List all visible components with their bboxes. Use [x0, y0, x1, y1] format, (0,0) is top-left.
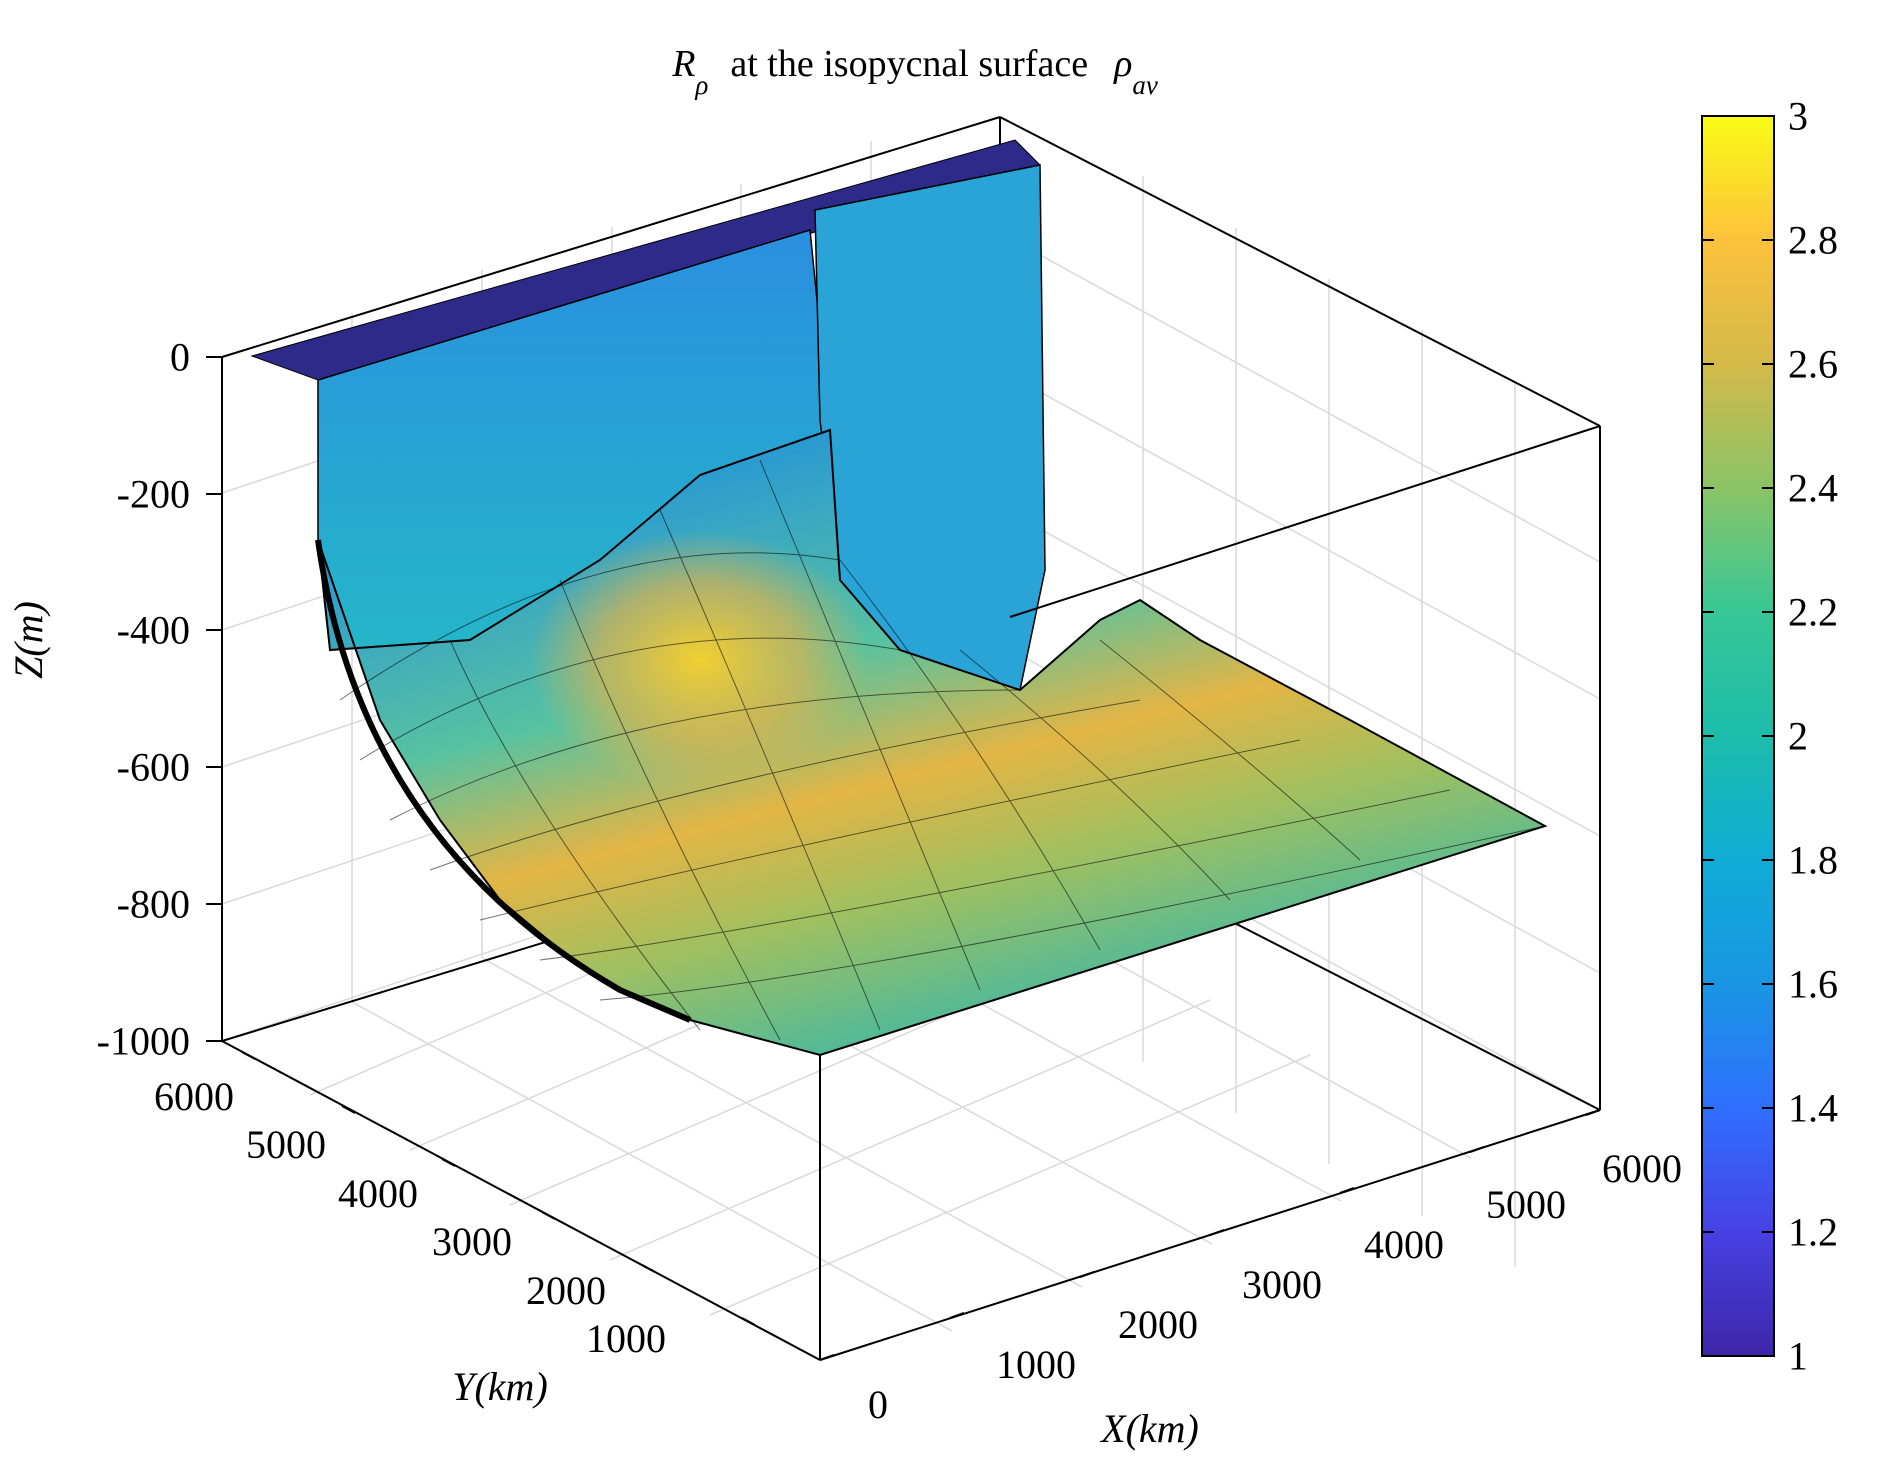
x-tick-label: 3000: [1242, 1262, 1322, 1307]
colorbar-tick-label: 1.4: [1788, 1086, 1838, 1131]
y-tick-label: 4000: [338, 1171, 418, 1216]
colorbar-tick-label: 1.2: [1788, 1210, 1838, 1255]
colorbar-tick-label: 2.2: [1788, 590, 1838, 635]
colorbar-tick-label: 2: [1788, 714, 1808, 759]
y-tick-label: 2000: [526, 1268, 606, 1313]
colorbar-tick-label: 1.6: [1788, 962, 1838, 1007]
y-tick-label: 1000: [586, 1316, 666, 1361]
x-tick-label: 4000: [1364, 1222, 1444, 1267]
colorbar-tick-label: 3: [1788, 94, 1808, 139]
y-axis: 1000 2000 3000 4000 5000 6000 Y(km): [154, 1051, 756, 1409]
chart-title: Rρ at the isopycnal surface ρav: [671, 43, 1158, 100]
x-axis-label: X(km): [1099, 1406, 1199, 1451]
z-tick-label: -800: [117, 882, 190, 927]
z-tick-label: -400: [117, 608, 190, 653]
x-axis: 0 1000 2000 3000 4000 5000 6000 X(km): [819, 1109, 1682, 1451]
z-axis: 0 -200 -400 -600 -800 -1000 Z(m): [6, 335, 222, 1064]
z-tick-label: -1000: [97, 1019, 190, 1064]
colorbar-tick-label: 1: [1788, 1334, 1808, 1379]
colorbar-tick-label: 2.6: [1788, 342, 1838, 387]
colorbar-tick-label: 2.8: [1788, 218, 1838, 263]
colorbar: 1 1.2 1.4 1.6 1.8 2 2.2 2.4 2.6 2.8 3: [1701, 94, 1838, 1379]
colorbar-tick-label: 2.4: [1788, 466, 1838, 511]
y-tick-label: 3000: [432, 1219, 512, 1264]
x-tick-label: 2000: [1118, 1302, 1198, 1347]
x-tick-label: 5000: [1486, 1182, 1566, 1227]
z-tick-label: -200: [117, 472, 190, 517]
colorbar-tick-label: 1.8: [1788, 838, 1838, 883]
z-tick-label: 0: [170, 335, 190, 380]
axes-box-front: [221, 357, 1601, 1361]
x-tick-label: 6000: [1602, 1146, 1682, 1191]
x-tick-label: 0: [868, 1382, 888, 1427]
y-tick-label: 6000: [154, 1074, 234, 1119]
z-tick-label: -600: [117, 745, 190, 790]
y-axis-label: Y(km): [452, 1364, 548, 1409]
surface-hotspot: [530, 530, 870, 790]
z-axis-label: Z(m): [6, 601, 51, 679]
y-tick-label: 5000: [246, 1122, 326, 1167]
x-tick-label: 1000: [996, 1342, 1076, 1387]
surface: [250, 139, 1548, 1057]
